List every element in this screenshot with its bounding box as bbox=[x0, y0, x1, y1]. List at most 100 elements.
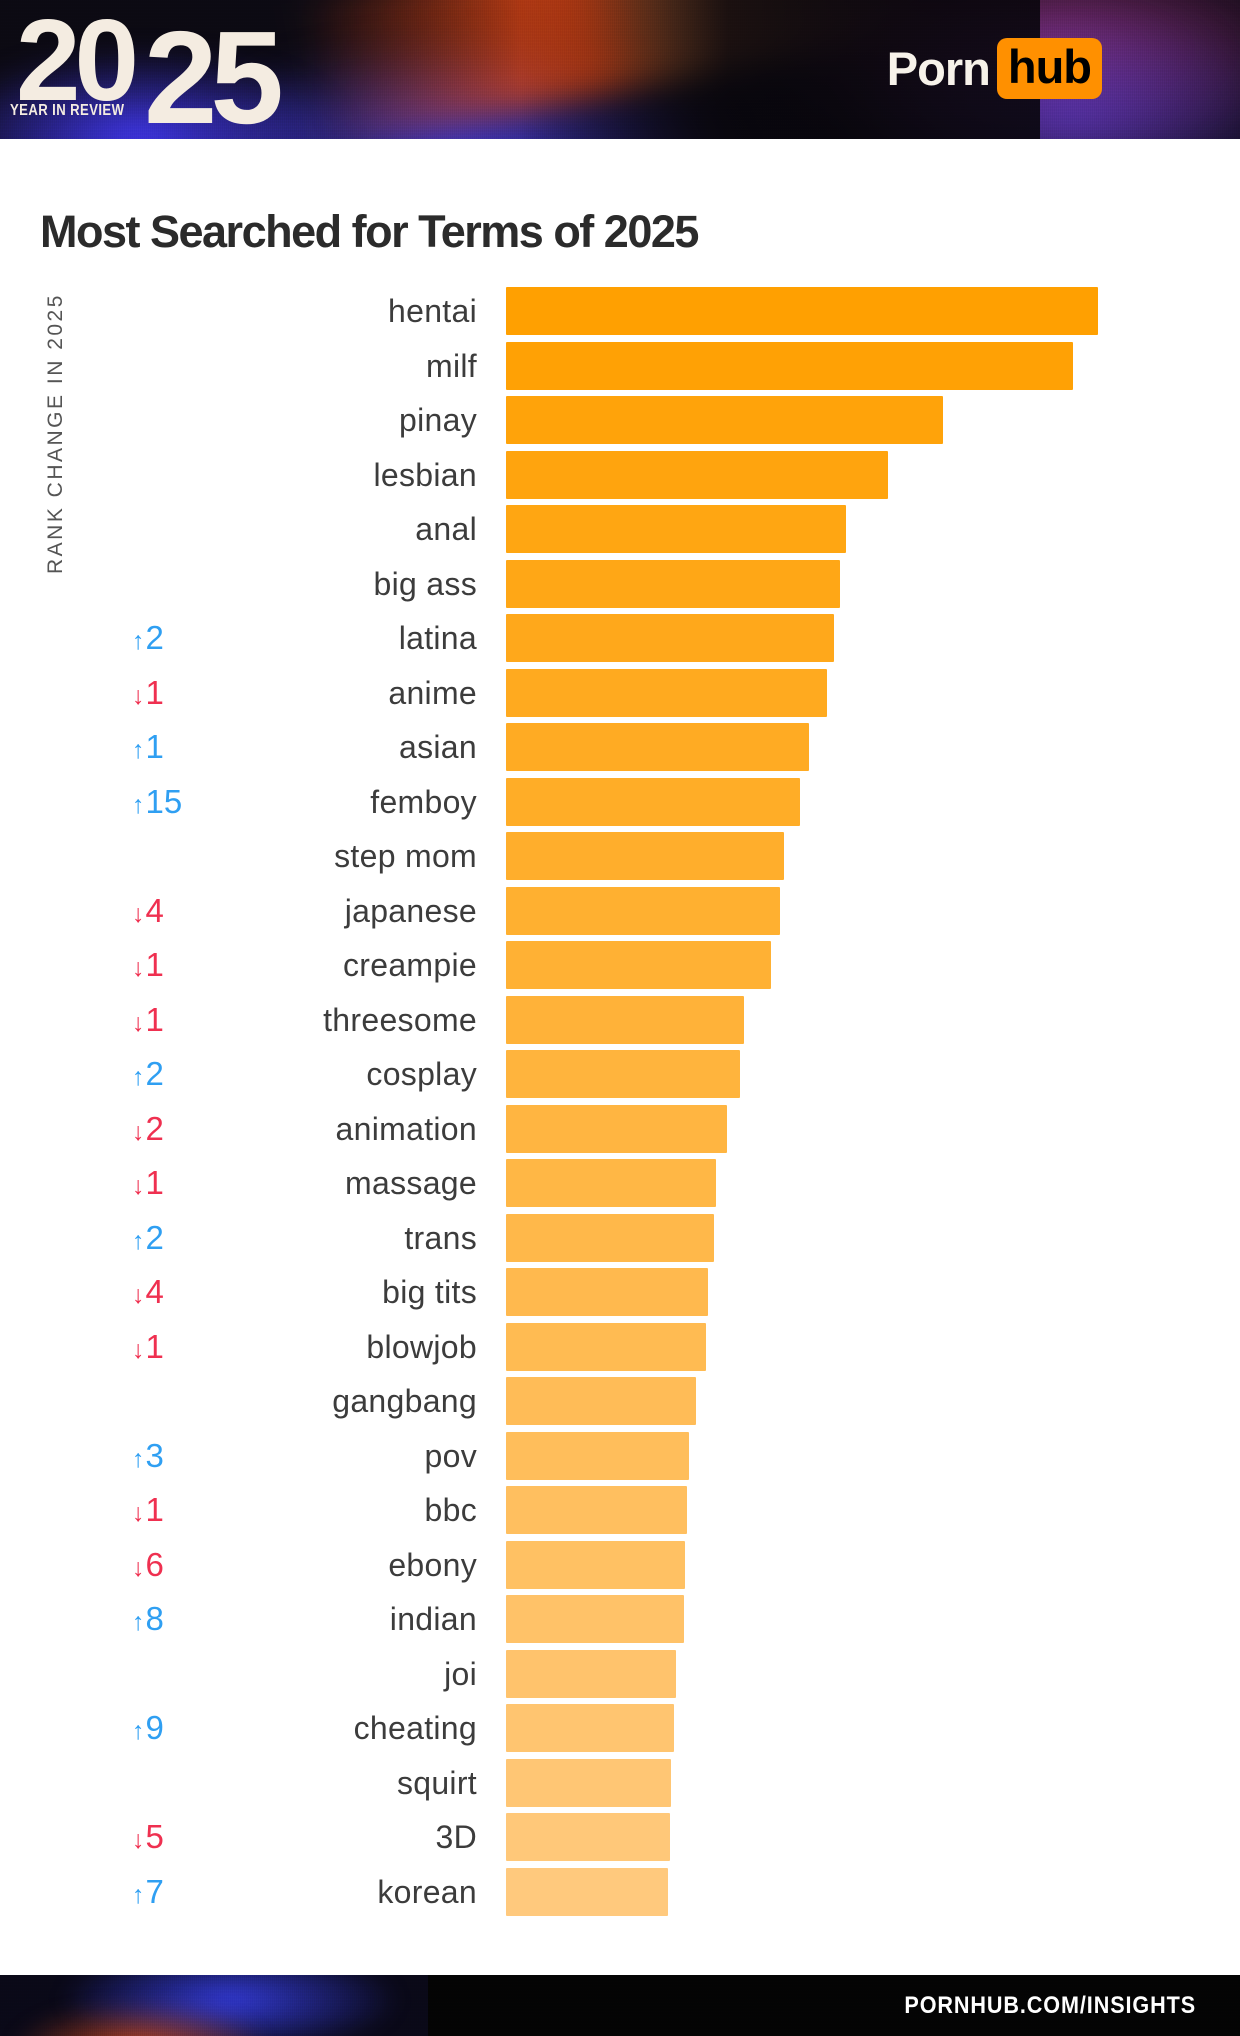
rank-change bbox=[0, 287, 190, 338]
pornhub-logo-hub: hub bbox=[996, 37, 1102, 99]
term-bar bbox=[506, 1050, 740, 1098]
term-bar bbox=[506, 559, 840, 608]
rank-arrow-icon: ↑ bbox=[132, 1444, 145, 1473]
term-label: milf bbox=[426, 347, 477, 384]
rank-value: 1 bbox=[145, 1327, 164, 1365]
rank-arrow-icon: ↓ bbox=[132, 1281, 145, 1309]
term-bar bbox=[506, 287, 1098, 335]
rank-value: 2 bbox=[145, 619, 164, 656]
term-label: cosplay bbox=[366, 1056, 477, 1092]
term-label: 3D bbox=[435, 1819, 477, 1855]
term-bar bbox=[506, 1867, 668, 1916]
term-label: bbc bbox=[424, 1492, 477, 1528]
rank-arrow-icon: ↑ bbox=[132, 790, 145, 819]
table-row: hentai bbox=[0, 287, 1240, 342]
term-bar bbox=[506, 1159, 716, 1207]
term-bar bbox=[506, 1213, 714, 1262]
term-label: creampie bbox=[342, 947, 477, 983]
rank-arrow-icon: ↓ bbox=[132, 1117, 145, 1146]
table-row: anal bbox=[0, 505, 1240, 560]
table-row: ↓4 japanese bbox=[0, 886, 1240, 942]
rank-value: 1 bbox=[145, 1491, 164, 1528]
term-label: pinay bbox=[399, 402, 477, 438]
rank-change: ↓1 bbox=[0, 669, 190, 720]
term-bar bbox=[506, 995, 744, 1044]
rank-value: 4 bbox=[145, 891, 164, 929]
term-bar bbox=[506, 777, 800, 826]
rank-change: ↓1 bbox=[0, 1486, 190, 1537]
footer-texture bbox=[0, 1975, 428, 2036]
rank-value: 1 bbox=[145, 946, 164, 983]
table-row: ↑2 latina bbox=[0, 614, 1240, 669]
term-label: lesbian bbox=[373, 456, 477, 493]
rank-change bbox=[0, 396, 190, 447]
term-label: blowjob bbox=[366, 1328, 477, 1365]
term-bar bbox=[506, 1813, 670, 1861]
table-row: ↓1 blowjob bbox=[0, 1322, 1240, 1378]
rank-change: ↓5 bbox=[0, 1813, 190, 1864]
rank-value: 1 bbox=[145, 1000, 164, 1038]
rank-arrow-icon: ↓ bbox=[132, 954, 145, 982]
term-label: massage bbox=[345, 1165, 477, 1201]
rank-change: ↑9 bbox=[0, 1704, 190, 1755]
rank-change: ↑2 bbox=[0, 1050, 190, 1101]
footer-band: PORNHUB.COM/INSIGHTS bbox=[0, 1975, 1240, 2036]
table-row: ↓1 bbc bbox=[0, 1486, 1240, 1541]
table-row: ↑3 pov bbox=[0, 1431, 1240, 1487]
rank-arrow-icon: ↓ bbox=[132, 1335, 145, 1364]
rank-change: ↑7 bbox=[0, 1868, 190, 1919]
term-bar bbox=[506, 668, 827, 717]
rank-arrow-icon: ↓ bbox=[132, 1499, 145, 1527]
rank-arrow-icon: ↑ bbox=[132, 627, 145, 655]
page-title: Most Searched for Terms of 2025 bbox=[40, 206, 699, 258]
rank-change bbox=[0, 1759, 190, 1810]
term-bar bbox=[506, 832, 784, 880]
rank-change: ↓1 bbox=[0, 1159, 190, 1210]
table-row: ↑9 cheating bbox=[0, 1704, 1240, 1759]
year-logo-subtitle: YEAR IN REVIEW bbox=[10, 102, 125, 119]
term-label: anime bbox=[388, 674, 477, 711]
term-label: threesome bbox=[323, 1001, 477, 1038]
term-label: trans bbox=[404, 1219, 477, 1256]
term-bar bbox=[506, 1268, 708, 1316]
header-texture-orange-streak bbox=[291, 0, 949, 139]
rank-arrow-icon: ↓ bbox=[132, 899, 145, 928]
table-row: ↓1 threesome bbox=[0, 995, 1240, 1051]
term-bar bbox=[506, 341, 1073, 390]
rank-arrow-icon: ↓ bbox=[132, 681, 145, 710]
term-label: cheating bbox=[353, 1710, 477, 1746]
rank-arrow-icon: ↑ bbox=[132, 1880, 145, 1909]
rank-change: ↓1 bbox=[0, 996, 190, 1047]
term-bar bbox=[506, 1377, 696, 1425]
rank-change: ↑2 bbox=[0, 614, 190, 665]
rank-value: 9 bbox=[145, 1709, 164, 1746]
table-row: step mom bbox=[0, 832, 1240, 887]
rank-value: 2 bbox=[145, 1055, 164, 1092]
table-row: milf bbox=[0, 341, 1240, 397]
rank-value: 1 bbox=[145, 1164, 164, 1201]
rank-change bbox=[0, 560, 190, 611]
rank-change bbox=[0, 342, 190, 393]
rank-change: ↑2 bbox=[0, 1214, 190, 1265]
rank-arrow-icon: ↑ bbox=[132, 1063, 145, 1091]
table-row: pinay bbox=[0, 396, 1240, 451]
rank-arrow-icon: ↓ bbox=[132, 1172, 145, 1200]
rank-value: 1 bbox=[145, 728, 164, 765]
footer-texture-blue-glow bbox=[60, 1975, 400, 2036]
chart-rows: hentai milf pinay lesbian anal big bbox=[0, 287, 1240, 1922]
term-label: step mom bbox=[334, 838, 477, 874]
table-row: ↓1 massage bbox=[0, 1159, 1240, 1214]
table-row: ↓2 animation bbox=[0, 1104, 1240, 1160]
term-label: indian bbox=[389, 1601, 477, 1637]
term-label: korean bbox=[377, 1873, 477, 1910]
term-bar bbox=[506, 1595, 684, 1643]
header-band: 20 25 YEAR IN REVIEW Porn hub bbox=[0, 0, 1240, 139]
term-label: animation bbox=[335, 1110, 477, 1147]
table-row: ↑2 trans bbox=[0, 1213, 1240, 1269]
term-bar bbox=[506, 1540, 685, 1589]
term-bar bbox=[506, 941, 771, 989]
rank-change bbox=[0, 1650, 190, 1701]
term-label: asian bbox=[399, 729, 477, 765]
table-row: ↓1 anime bbox=[0, 668, 1240, 724]
